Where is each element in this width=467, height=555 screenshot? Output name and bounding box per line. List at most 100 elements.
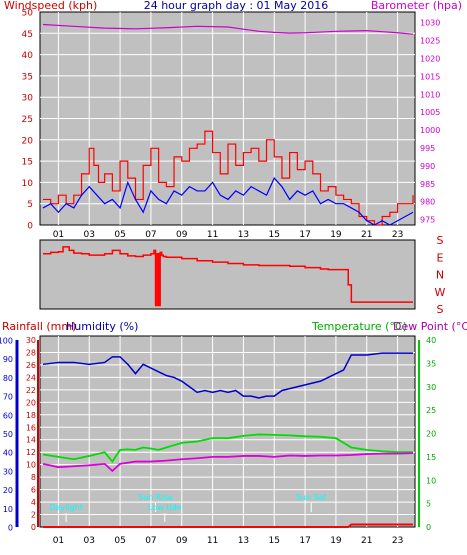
windspeed-tick-label: 20 xyxy=(22,136,34,146)
humidity-tick-label: 70 xyxy=(3,393,13,402)
humidity-tick-label: 40 xyxy=(3,449,13,458)
rainfall-tick-label: 24 xyxy=(26,373,36,382)
humidity-axis-label: Humidity (%) xyxy=(66,320,138,333)
direction-panel-bg xyxy=(39,239,416,310)
humidity-line xyxy=(42,352,413,399)
temperature-tick-label: 20 xyxy=(426,430,436,439)
temperature-tick-label: 40 xyxy=(426,336,436,345)
windspeed-tick-label: 15 xyxy=(22,158,33,168)
rainfall-tick-label: 30 xyxy=(26,336,36,345)
barometer-tick-label: 1015 xyxy=(420,72,440,81)
windspeed-tick-label: 30 xyxy=(22,94,34,104)
wind-x-tick-label: 05 xyxy=(114,230,125,240)
temperature-line xyxy=(42,433,413,464)
humidity-x-tick-label: 03 xyxy=(84,536,95,546)
barometer-tick-label: 1020 xyxy=(420,55,440,64)
wind-direction-line xyxy=(43,246,413,307)
windspeed-tick-label: 35 xyxy=(22,72,33,82)
temperature-tick-label: 35 xyxy=(426,359,436,368)
wind-x-tick-label: 07 xyxy=(145,230,156,240)
rainfall-tick-label: 20 xyxy=(26,398,36,407)
wind-x-tick-label: 17 xyxy=(299,230,310,240)
temperature-tick-label: 30 xyxy=(426,383,436,392)
rainfall-tick-label: 8 xyxy=(31,473,36,482)
barometer-tick-label: 995 xyxy=(420,144,435,153)
humidity-panel-bg xyxy=(39,335,416,528)
humidity-x-tick-label: 01 xyxy=(53,536,64,546)
rainfall-tick-label: 4 xyxy=(31,498,36,507)
astro-label: Low tide xyxy=(148,503,182,512)
humidity-x-tick-label: 17 xyxy=(299,536,310,546)
humidity-tick-label: 10 xyxy=(3,505,13,514)
wind-x-tick-label: 15 xyxy=(269,230,280,240)
astro-label: Sun Set xyxy=(296,493,327,502)
windspeed-tick-label: 50 xyxy=(22,9,34,19)
chart-title: 24 hour graph day : 01 May 2016 xyxy=(144,0,329,12)
rainfall-tick-label: 18 xyxy=(26,411,36,420)
barometer-axis-label: Barometer (hpa) xyxy=(371,0,462,12)
humidity-x-tick-label: 05 xyxy=(114,536,125,546)
humidity-x-tick-label: 09 xyxy=(176,536,188,546)
humidity-x-tick-label: 19 xyxy=(330,536,342,546)
wind-panel-marks xyxy=(42,23,414,226)
windspeed-tick-label: 5 xyxy=(27,200,33,210)
humidity-x-tick-label: 13 xyxy=(238,536,249,546)
barometer-tick-label: 985 xyxy=(420,180,435,189)
windspeed-tick-label: 45 xyxy=(22,30,33,40)
temperature-tick-label: 10 xyxy=(426,476,436,485)
temperature-tick-label: 5 xyxy=(426,500,431,509)
rainfall-tick-label: 0 xyxy=(31,523,36,532)
humidity-tick-label: 80 xyxy=(3,374,13,383)
humidity-tick-label: 30 xyxy=(3,467,13,476)
humidity-tick-label: 0 xyxy=(8,524,13,533)
humidity-tick-label: 60 xyxy=(3,411,13,420)
rainfall-tick-label: 2 xyxy=(31,511,36,520)
rainfall-tick-label: 10 xyxy=(26,461,36,470)
dewpoint-axis-label: Dew Point (°C) xyxy=(393,320,467,333)
windspeed-tick-label: 40 xyxy=(22,51,34,61)
barometer-tick-label: 1025 xyxy=(420,37,440,46)
direction-label: S xyxy=(437,234,444,247)
wind-x-tick-label: 11 xyxy=(207,230,218,240)
barometer-tick-label: 990 xyxy=(420,162,435,171)
astro-label: Daylight xyxy=(49,503,83,512)
humidity-x-tick-label: 07 xyxy=(145,536,156,546)
rainfall-tick-label: 6 xyxy=(31,486,36,495)
barometer-tick-label: 1005 xyxy=(420,108,440,117)
astro-label: Sun Rise xyxy=(138,493,173,502)
direction-panel-marks xyxy=(43,246,413,307)
wind-x-tick-label: 21 xyxy=(361,230,372,240)
dewpoint-line xyxy=(42,452,414,473)
humidity-panel-labels: 0102030405060708090100024681012141618202… xyxy=(0,336,436,546)
barometer-line xyxy=(42,23,414,35)
windavg-line xyxy=(42,177,414,226)
rainfall-tick-label: 28 xyxy=(26,348,36,357)
wind-x-tick-label: 03 xyxy=(84,230,95,240)
humidity-x-tick-label: 23 xyxy=(392,536,403,546)
direction-label: S xyxy=(437,303,444,316)
temperature-axis-label: Temperature (°C) xyxy=(311,320,407,333)
wind-x-tick-label: 23 xyxy=(392,230,403,240)
rainfall-tick-label: 16 xyxy=(26,423,36,432)
wind-panel-labels: 0510152025303540455097598098599099510001… xyxy=(22,9,441,241)
windspeed-axis-label: Windspeed (kph) xyxy=(4,0,97,12)
direction-label: W xyxy=(435,286,446,299)
windspeed-tick-label: 25 xyxy=(22,115,33,125)
barometer-tick-label: 1000 xyxy=(420,126,440,135)
direction-label: E xyxy=(437,251,444,264)
direction-label: N xyxy=(436,269,444,282)
barometer-tick-label: 1030 xyxy=(420,19,440,28)
barometer-tick-label: 980 xyxy=(420,198,435,207)
wind-x-tick-label: 09 xyxy=(176,230,188,240)
temperature-tick-label: 25 xyxy=(426,406,436,415)
humidity-tick-label: 100 xyxy=(0,337,13,346)
humidity-x-tick-label: 11 xyxy=(207,536,218,546)
rainfall-axis-label: Rainfall (mm) xyxy=(2,320,76,333)
windspeed-tick-label: 10 xyxy=(22,179,34,189)
humidity-tick-label: 90 xyxy=(3,355,13,364)
rainfall-line xyxy=(43,523,413,528)
rainfall-tick-label: 12 xyxy=(26,448,36,457)
